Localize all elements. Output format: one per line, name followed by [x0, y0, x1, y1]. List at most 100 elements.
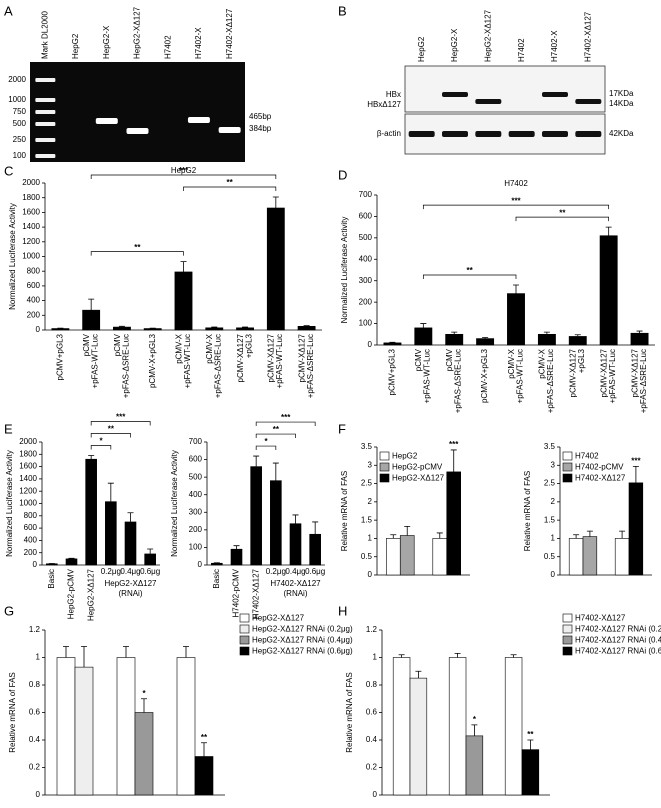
x-tick-label: pCMV-XΔ127: [630, 348, 639, 397]
y-axis-label: Relative mRNA of FAS: [8, 672, 17, 752]
y-tick-label: 600: [189, 455, 203, 464]
bar: [414, 327, 433, 346]
bar: [628, 482, 644, 576]
y-tick-label: 0: [368, 340, 373, 349]
lane-label: HepG2: [71, 33, 80, 59]
x-tick-label: pCMV: [113, 333, 122, 356]
y-tick-label: 100: [189, 543, 203, 552]
significance-label: *: [473, 715, 477, 724]
error-bar: [398, 654, 405, 658]
y-tick-label: 800: [27, 266, 41, 275]
y-tick-label: 100: [359, 319, 373, 328]
group-label: (RNAi): [284, 589, 308, 598]
protein-band: [442, 131, 468, 137]
bar: [448, 657, 467, 796]
y-tick-label: 1: [368, 534, 373, 543]
error-bar: [404, 525, 411, 536]
y-tick-label: 2000: [19, 437, 37, 446]
x-tick-label: pCMV+pGL3: [388, 348, 397, 395]
y-tick-label: 300: [189, 507, 203, 516]
bar: [614, 538, 630, 576]
error-bar: [632, 465, 639, 483]
x-tick-label: pCMV-X+pGL3: [148, 333, 157, 388]
y-tick-label: 1200: [22, 237, 40, 246]
panel-label: F: [338, 421, 346, 436]
lane-label: HepG2-XΔ127: [133, 6, 142, 59]
y-tick-label: 0.8: [366, 680, 378, 689]
y-axis-label: Relative mRNA of FAS: [345, 672, 354, 752]
bar: [409, 677, 428, 796]
bar: [82, 309, 101, 331]
error-bar: [242, 326, 249, 328]
bar: [74, 666, 94, 796]
lane-label: HepG2-XΔ127: [483, 9, 492, 62]
y-tick-label: 1400: [22, 222, 40, 231]
significance-bracket: [255, 445, 277, 451]
y-tick-label: 1.2: [29, 625, 41, 634]
x-tick-label: pCMV-XΔ127: [297, 333, 306, 382]
legend-swatch: [562, 451, 573, 461]
protein-label: β-actin: [377, 129, 401, 138]
significance-label: ***: [449, 440, 459, 449]
bar: [507, 293, 525, 346]
bar: [211, 562, 223, 566]
bar: [476, 338, 495, 346]
significance-label: ***: [631, 456, 641, 465]
blot: [404, 65, 606, 113]
panel-label: B: [338, 3, 347, 18]
error-bar: [471, 724, 478, 736]
x-tick-label: +pFAS-ΔSRE-Luc: [306, 334, 315, 398]
dna-band: [126, 128, 149, 134]
weight-label: 14KDa: [609, 99, 634, 108]
protein-band: [575, 99, 602, 104]
y-tick-label: 600: [27, 281, 41, 290]
x-tick-label: 0.4μg: [285, 567, 305, 576]
x-tick-label: 0.2μg: [101, 567, 121, 576]
error-bar: [272, 462, 279, 481]
legend-label: HepG2-XΔ127 RNAi (0.2μg): [252, 625, 353, 634]
y-axis-label: Normalized Luciferase Activity: [5, 450, 14, 557]
legend-swatch: [562, 462, 573, 472]
error-bar: [81, 646, 87, 668]
error-bar: [420, 323, 427, 328]
bar: [46, 563, 58, 566]
legend-swatch: [239, 635, 250, 645]
y-tick-label: 0: [373, 790, 378, 799]
legend-label: HepG2-XΔ127 RNAi (0.4μg): [252, 636, 353, 645]
significance-label: **: [559, 208, 566, 217]
legend-swatch: [562, 473, 573, 483]
protein-band: [542, 131, 568, 137]
bar: [399, 535, 415, 576]
legend-swatch: [379, 451, 390, 461]
y-tick-label: 0: [36, 325, 41, 334]
error-bar: [312, 521, 319, 535]
significance-label: ***: [116, 413, 126, 422]
bar: [266, 207, 285, 331]
error-bar: [211, 326, 218, 328]
band-size: 384bp: [249, 124, 272, 133]
x-tick-label: +pFAS-ΔSRE-Luc: [546, 349, 555, 413]
significance-bracket: [515, 216, 610, 222]
significance-bracket: [90, 421, 151, 426]
error-bar: [141, 698, 147, 713]
bar: [174, 271, 193, 331]
error-bar: [636, 330, 643, 334]
panel-label: C: [4, 163, 13, 178]
chart-title: HepG2: [171, 166, 197, 175]
y-tick-label: 200: [27, 310, 41, 319]
bar: [309, 533, 321, 566]
legend-label: H7402-XΔ127 RNAi (0.6μg): [575, 647, 661, 656]
y-tick-label: 3.5: [544, 442, 556, 451]
error-bar: [68, 557, 75, 559]
x-tick-label: 0.2μg: [266, 567, 286, 576]
y-tick-label: 1: [36, 653, 41, 662]
y-tick-label: 200: [189, 525, 203, 534]
y-tick-label: 2.5: [361, 479, 373, 488]
x-tick-label: +pFAS-WT-Luc: [608, 349, 617, 403]
panel-label: A: [4, 3, 13, 18]
x-tick-label: pCMV+pGL3: [55, 333, 64, 380]
significance-label: *: [99, 437, 103, 446]
bar: [289, 523, 302, 566]
error-bar: [454, 652, 461, 658]
